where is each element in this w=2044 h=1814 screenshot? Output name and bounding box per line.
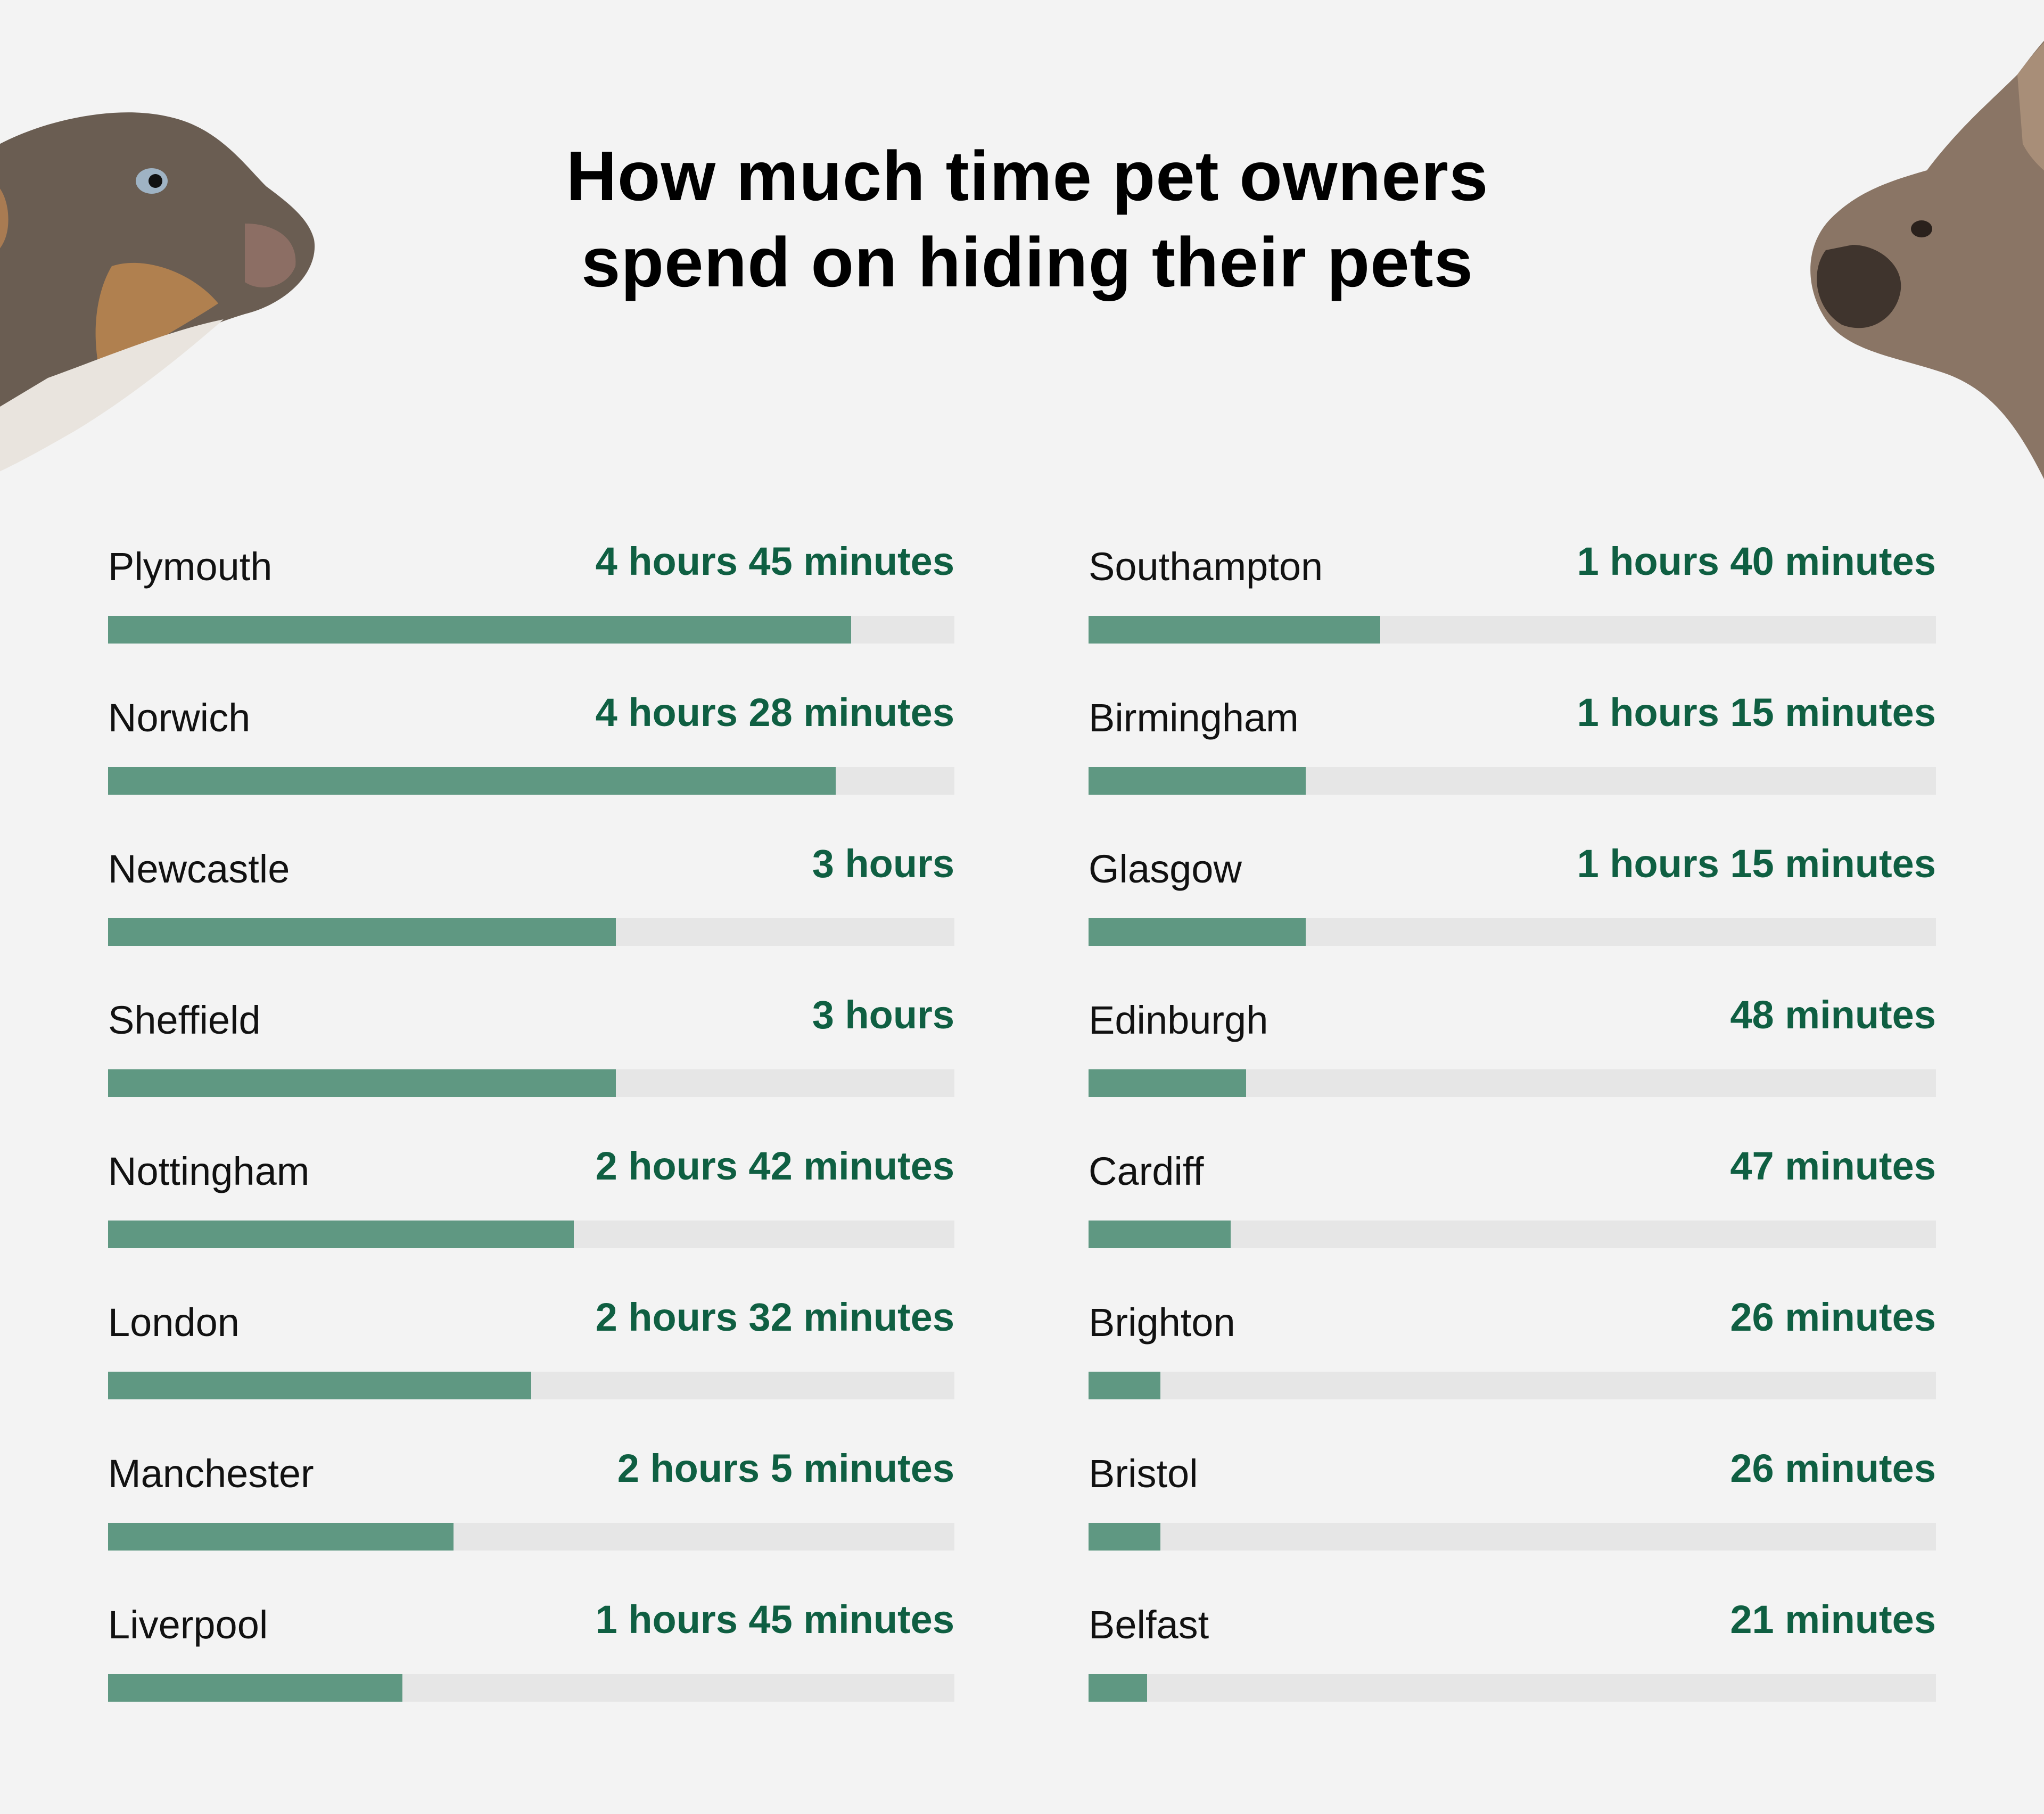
city-label: Liverpool: [108, 1603, 268, 1647]
city-label: London: [108, 1300, 240, 1345]
time-value: 3 hours: [812, 993, 954, 1037]
bar-track: [1089, 1523, 1936, 1551]
bar-track: [108, 1523, 954, 1551]
bar-track: [108, 1069, 954, 1097]
bar-row-norwich: Norwich 4 hours 28 minutes: [108, 690, 954, 801]
bar-fill: [108, 1221, 574, 1248]
time-value: 2 hours 5 minutes: [617, 1446, 954, 1490]
time-value: 4 hours 28 minutes: [595, 690, 954, 735]
bar-fill: [1089, 1372, 1161, 1399]
bar-track: [108, 1372, 954, 1399]
title-line-2: spend on hiding their pets: [581, 223, 1473, 301]
bar-row-birmingham: Birmingham 1 hours 15 minutes: [1089, 690, 1936, 801]
time-value: 26 minutes: [1730, 1446, 1936, 1490]
bar-track: [108, 616, 954, 644]
city-label: Plymouth: [108, 545, 273, 589]
bar-row-bristol: Bristol 26 minutes: [1089, 1446, 1936, 1556]
city-label: Sheffield: [108, 998, 261, 1042]
city-label: Bristol: [1089, 1452, 1198, 1496]
bar-row-belfast: Belfast 21 minutes: [1089, 1597, 1936, 1708]
time-value: 26 minutes: [1730, 1295, 1936, 1339]
bar-fill: [108, 616, 852, 644]
bulldog-left-image: [0, 112, 315, 472]
city-label: Brighton: [1089, 1300, 1235, 1345]
bar-fill: [108, 918, 616, 946]
bar-row-sheffield: Sheffield 3 hours: [108, 993, 954, 1103]
time-value: 1 hours 45 minutes: [595, 1597, 954, 1642]
city-label: Southampton: [1089, 545, 1323, 589]
city-label: Manchester: [108, 1452, 314, 1496]
bar-fill: [1089, 1523, 1161, 1551]
bar-row-newcastle: Newcastle 3 hours: [108, 842, 954, 952]
bar-track: [1089, 1069, 1936, 1097]
bar-fill: [1089, 1069, 1247, 1097]
time-value: 48 minutes: [1730, 993, 1936, 1037]
bar-row-edinburgh: Edinburgh 48 minutes: [1089, 993, 1936, 1103]
bar-row-brighton: Brighton 26 minutes: [1089, 1295, 1936, 1405]
bar-track: [1089, 1221, 1936, 1248]
time-value: 1 hours 40 minutes: [1577, 539, 1936, 583]
french-bulldog-right-image: [1810, 40, 2044, 479]
bar-fill: [108, 1372, 531, 1399]
city-label: Belfast: [1089, 1603, 1209, 1647]
bar-fill: [1089, 1674, 1147, 1702]
time-value: 2 hours 32 minutes: [595, 1295, 954, 1339]
bar-row-cardiff: Cardiff 47 minutes: [1089, 1144, 1936, 1254]
bar-track: [108, 1674, 954, 1702]
city-label: Newcastle: [108, 847, 290, 891]
bar-row-southampton: Southampton 1 hours 40 minutes: [1089, 539, 1936, 649]
time-value: 21 minutes: [1730, 1597, 1936, 1642]
city-label: Norwich: [108, 696, 251, 740]
bar-fill: [1089, 767, 1306, 795]
bar-row-nottingham: Nottingham 2 hours 42 minutes: [108, 1144, 954, 1254]
time-value: 1 hours 15 minutes: [1577, 842, 1936, 886]
time-value: 3 hours: [812, 842, 954, 886]
city-label: Glasgow: [1089, 847, 1242, 891]
bar-track: [108, 918, 954, 946]
bar-row-glasgow: Glasgow 1 hours 15 minutes: [1089, 842, 1936, 952]
bar-row-london: London 2 hours 32 minutes: [108, 1295, 954, 1405]
bar-row-plymouth: Plymouth 4 hours 45 minutes: [108, 539, 954, 649]
bar-track: [108, 767, 954, 795]
time-value: 4 hours 45 minutes: [595, 539, 954, 583]
chart-title: How much time pet owners spend on hiding…: [0, 133, 2044, 306]
bar-fill: [108, 1069, 616, 1097]
title-line-1: How much time pet owners: [566, 137, 1489, 215]
bar-track: [1089, 1372, 1936, 1399]
bar-track: [108, 1221, 954, 1248]
bar-fill: [1089, 918, 1306, 946]
bar-track: [1089, 616, 1936, 644]
bar-track: [1089, 918, 1936, 946]
bar-row-manchester: Manchester 2 hours 5 minutes: [108, 1446, 954, 1556]
time-value: 1 hours 15 minutes: [1577, 690, 1936, 735]
city-label: Cardiff: [1089, 1149, 1204, 1193]
city-label: Edinburgh: [1089, 998, 1268, 1042]
bar-track: [1089, 1674, 1936, 1702]
city-label: Nottingham: [108, 1149, 310, 1193]
time-value: 2 hours 42 minutes: [595, 1144, 954, 1188]
bar-fill: [108, 1674, 403, 1702]
bar-row-liverpool: Liverpool 1 hours 45 minutes: [108, 1597, 954, 1708]
bar-fill: [1089, 1221, 1231, 1248]
bar-track: [1089, 767, 1936, 795]
time-value: 47 minutes: [1730, 1144, 1936, 1188]
bar-fill: [1089, 616, 1380, 644]
bar-fill: [108, 767, 836, 795]
city-label: Birmingham: [1089, 696, 1299, 740]
bar-fill: [108, 1523, 454, 1551]
